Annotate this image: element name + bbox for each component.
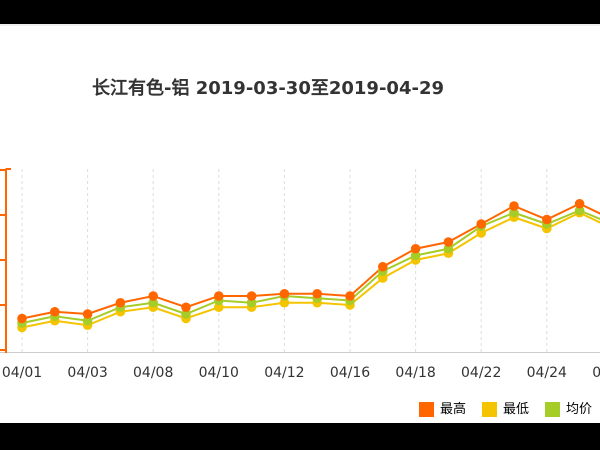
data-point-最高-04/19 — [443, 237, 454, 247]
data-point-均价-04/18 — [410, 250, 421, 261]
data-point-均价-04/19 — [443, 243, 454, 254]
data-point-最高-04/18 — [410, 243, 421, 254]
data-point-最高-04/25 — [574, 198, 585, 209]
data-point-均价-04/03 — [82, 315, 93, 326]
x-tick-label: 04/12 — [264, 365, 304, 381]
data-point-最高-04/11 — [246, 291, 257, 301]
x-tick-label: 04/01 — [2, 365, 42, 381]
x-tick-label: 04/08 — [133, 365, 173, 381]
data-point-均价-04/09 — [181, 309, 191, 319]
data-point-均价-04/23 — [509, 207, 519, 218]
data-point-均价-04/11 — [246, 297, 257, 308]
average-series-swatch-icon — [545, 402, 561, 417]
lowest-series-swatch-icon — [482, 402, 498, 417]
legend-label-average: 均价 — [566, 402, 593, 417]
x-tick-label: 04/22 — [461, 365, 501, 381]
bottom-letterbox-bar — [0, 423, 600, 450]
data-point-最高-04/03 — [82, 309, 93, 319]
data-point-最高-04/09 — [181, 302, 191, 313]
data-point-最高-04/01 — [17, 313, 27, 324]
data-point-最低-04/17 — [378, 273, 388, 283]
legend-item-average[interactable]: 均价 — [545, 402, 592, 417]
data-point-均价-04/08 — [148, 297, 158, 308]
legend-label-highest: 最高 — [440, 402, 467, 417]
chart-title: 长江有色-铝 2019-03-30至2019-04-29 — [91, 78, 444, 99]
data-point-均价-04/25 — [574, 205, 585, 216]
legend-item-highest[interactable]: 最高 — [419, 402, 466, 417]
data-point-最高-04/12 — [279, 288, 290, 299]
data-point-最高-04/16 — [345, 291, 355, 301]
data-point-最高-04/04 — [115, 297, 126, 308]
data-point-最高-04/22 — [476, 219, 487, 229]
legend-label-lowest: 最低 — [503, 402, 530, 417]
data-point-最高-04/08 — [148, 291, 158, 301]
x-tick-label: 04/26 — [592, 365, 600, 381]
highest-series-swatch-icon — [419, 402, 434, 417]
x-tick-label: 04/18 — [395, 365, 435, 381]
data-point-最低-04/10 — [214, 302, 224, 313]
series-line-最低 — [21, 211, 600, 329]
x-tick-label: 04/03 — [67, 365, 107, 381]
legend-item-lowest[interactable]: 最低 — [482, 402, 529, 417]
data-point-最高-04/10 — [214, 291, 224, 301]
data-point-最低-04/22 — [476, 228, 487, 238]
data-point-最高-04/17 — [378, 261, 388, 272]
data-point-最低-04/12 — [279, 297, 290, 308]
x-tick-label: 04/24 — [527, 365, 567, 381]
chart-legend: 最高 最低 均价 — [419, 402, 592, 417]
data-point-最高-04/02 — [50, 306, 60, 317]
x-tick-label: 04/10 — [199, 365, 239, 381]
data-point-最高-04/15 — [312, 288, 323, 299]
data-point-最高-04/24 — [542, 214, 552, 225]
data-point-最高-04/23 — [509, 201, 519, 211]
x-tick-label: 04/16 — [330, 365, 370, 381]
top-letterbox-bar — [0, 0, 600, 26]
